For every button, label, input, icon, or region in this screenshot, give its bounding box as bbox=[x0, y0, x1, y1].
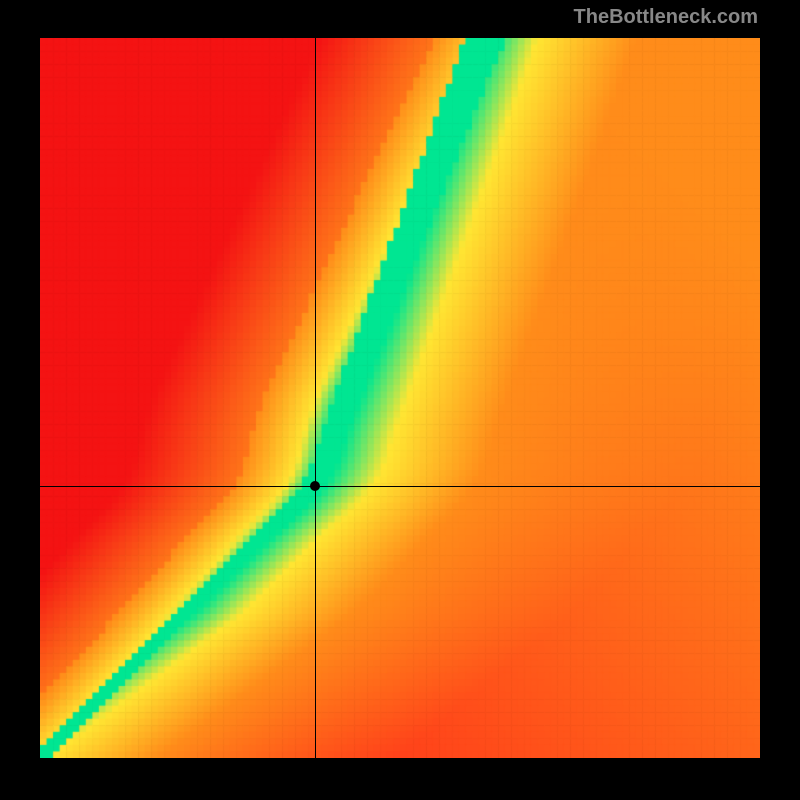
plot-area bbox=[40, 38, 760, 758]
watermark-text: TheBottleneck.com bbox=[574, 6, 758, 29]
chart-container: TheBottleneck.com bbox=[0, 0, 800, 800]
marker-dot bbox=[310, 481, 320, 491]
crosshair-vertical bbox=[315, 38, 316, 758]
crosshair-horizontal bbox=[40, 486, 760, 487]
heatmap-canvas bbox=[40, 38, 760, 758]
